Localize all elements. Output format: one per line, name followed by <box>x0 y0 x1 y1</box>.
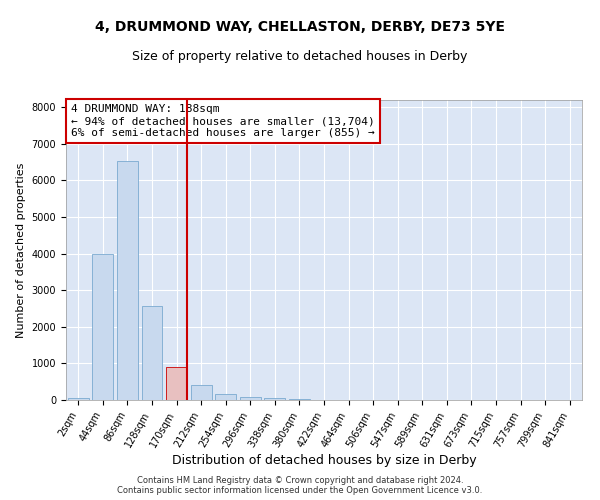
Text: 4, DRUMMOND WAY, CHELLASTON, DERBY, DE73 5YE: 4, DRUMMOND WAY, CHELLASTON, DERBY, DE73… <box>95 20 505 34</box>
X-axis label: Distribution of detached houses by size in Derby: Distribution of detached houses by size … <box>172 454 476 468</box>
Bar <box>191 385 212 400</box>
Bar <box>117 162 138 400</box>
Text: Contains HM Land Registry data © Crown copyright and database right 2024.
Contai: Contains HM Land Registry data © Crown c… <box>118 476 482 495</box>
Bar <box>166 367 187 400</box>
Bar <box>68 398 89 400</box>
Bar <box>92 254 113 400</box>
Bar <box>240 397 261 400</box>
Bar <box>215 394 236 400</box>
Y-axis label: Number of detached properties: Number of detached properties <box>16 162 26 338</box>
Text: 4 DRUMMOND WAY: 188sqm
← 94% of detached houses are smaller (13,704)
6% of semi-: 4 DRUMMOND WAY: 188sqm ← 94% of detached… <box>71 104 375 138</box>
Bar <box>265 398 286 400</box>
Bar <box>289 399 310 400</box>
Bar <box>142 306 163 400</box>
Text: Size of property relative to detached houses in Derby: Size of property relative to detached ho… <box>133 50 467 63</box>
